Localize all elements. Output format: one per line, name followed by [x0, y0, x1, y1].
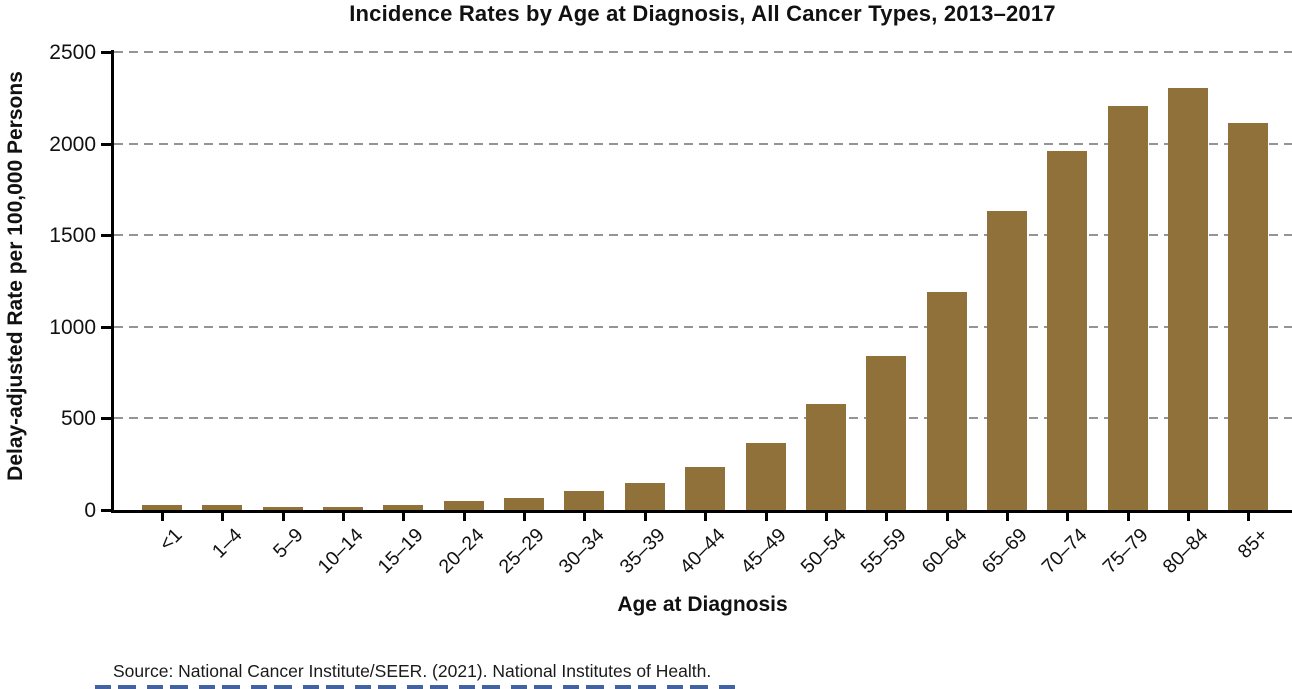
x-tick-label: 50–54	[796, 524, 851, 578]
x-axis-label: Age at Diagnosis	[617, 593, 788, 616]
gridline-500	[114, 417, 1292, 420]
x-tick-60–64	[945, 513, 949, 521]
bar-1–4	[202, 504, 243, 510]
y-tick-500	[101, 417, 111, 421]
x-tick-10–14	[342, 513, 346, 521]
x-tick-label: 25–29	[494, 524, 549, 578]
y-axis-label: Delay-adjusted Rate per 100,000 Persons	[4, 71, 28, 481]
y-tick-label: 1000	[49, 315, 96, 339]
x-tick-label: 15–19	[374, 524, 428, 578]
y-axis-line	[111, 50, 114, 513]
bar-<1	[142, 504, 182, 510]
x-tick-45–49	[764, 513, 768, 521]
bar-70–74	[1047, 150, 1088, 510]
bar-25–29	[504, 497, 545, 510]
chart-title: Incidence Rates by Age at Diagnosis, All…	[349, 1, 1056, 26]
clipped-blue-text-row	[95, 685, 735, 689]
bar-55–59	[866, 356, 907, 510]
y-tick-label: 2500	[49, 41, 96, 64]
x-tick-label: 55–59	[856, 524, 911, 578]
x-tick-40–44	[704, 513, 708, 521]
x-tick-70–74	[1066, 513, 1070, 521]
x-tick-30–34	[583, 513, 587, 521]
bar-15–19	[383, 505, 424, 510]
bar-75–79	[1107, 106, 1148, 510]
bar-30–34	[564, 491, 605, 510]
y-tick-0	[101, 509, 111, 512]
x-tick-15–19	[402, 513, 406, 521]
bar-60–64	[926, 291, 967, 510]
x-tick-<1	[161, 513, 164, 521]
x-tick-25–29	[523, 513, 527, 521]
bar-5–9	[262, 507, 303, 510]
bar-80–84	[1167, 87, 1208, 510]
bar-65–69	[986, 211, 1027, 510]
x-tick-80–84	[1186, 513, 1190, 521]
y-tick-label: 2000	[49, 132, 96, 156]
y-tick-1500	[101, 234, 111, 238]
x-tick-label: 75–79	[1098, 524, 1153, 578]
x-tick-5–9	[281, 513, 285, 521]
x-tick-label: 85+	[1233, 524, 1273, 563]
x-tick-label: 70–74	[1037, 524, 1092, 578]
x-tick-label: 5–9	[268, 524, 308, 563]
x-tick-55–59	[885, 513, 889, 521]
x-tick-20–24	[462, 513, 466, 521]
x-tick-label: 65–69	[977, 524, 1032, 578]
bar-85+	[1228, 123, 1269, 510]
gridline-2500	[114, 51, 1292, 53]
gridline-1500	[114, 234, 1292, 237]
x-tick-1–4	[221, 513, 225, 521]
y-tick-1000	[101, 325, 111, 329]
bar-20–24	[443, 501, 484, 510]
source-citation: Source: National Cancer Institute/SEER. …	[113, 661, 712, 681]
gridline-2000	[114, 142, 1292, 145]
x-tick-35–39	[643, 513, 647, 521]
y-tick-2000	[101, 142, 111, 146]
x-tick-65–69	[1005, 513, 1009, 521]
x-tick-85+	[1247, 513, 1251, 521]
bar-45–49	[745, 443, 786, 510]
bar-50–54	[805, 403, 846, 510]
x-axis-line	[111, 510, 1292, 513]
y-tick-label: 500	[60, 407, 96, 431]
bar-10–14	[323, 506, 364, 510]
y-axis-label-container: Delay-adjusted Rate per 100,000 Persons	[0, 42, 32, 510]
x-tick-label: 35–39	[615, 524, 670, 578]
x-tick-label: 60–64	[917, 524, 972, 578]
x-tick-label: 10–14	[313, 524, 368, 578]
x-tick-50–54	[824, 513, 828, 521]
x-tick-label: <1	[155, 524, 187, 556]
x-tick-label: 1–4	[208, 524, 247, 563]
bar-35–39	[624, 482, 665, 510]
x-tick-label: 30–34	[555, 524, 609, 578]
y-tick-label: 0	[84, 499, 96, 522]
y-tick-label: 1500	[49, 224, 96, 248]
x-tick-label: 40–44	[675, 524, 730, 578]
x-tick-label: 20–24	[434, 524, 489, 578]
bar-40–44	[685, 466, 726, 510]
x-tick-75–79	[1126, 513, 1130, 521]
y-tick-2500	[101, 51, 111, 54]
x-tick-label: 80–84	[1158, 524, 1213, 578]
gridline-1000	[114, 325, 1292, 328]
x-tick-label: 45–49	[736, 524, 791, 578]
